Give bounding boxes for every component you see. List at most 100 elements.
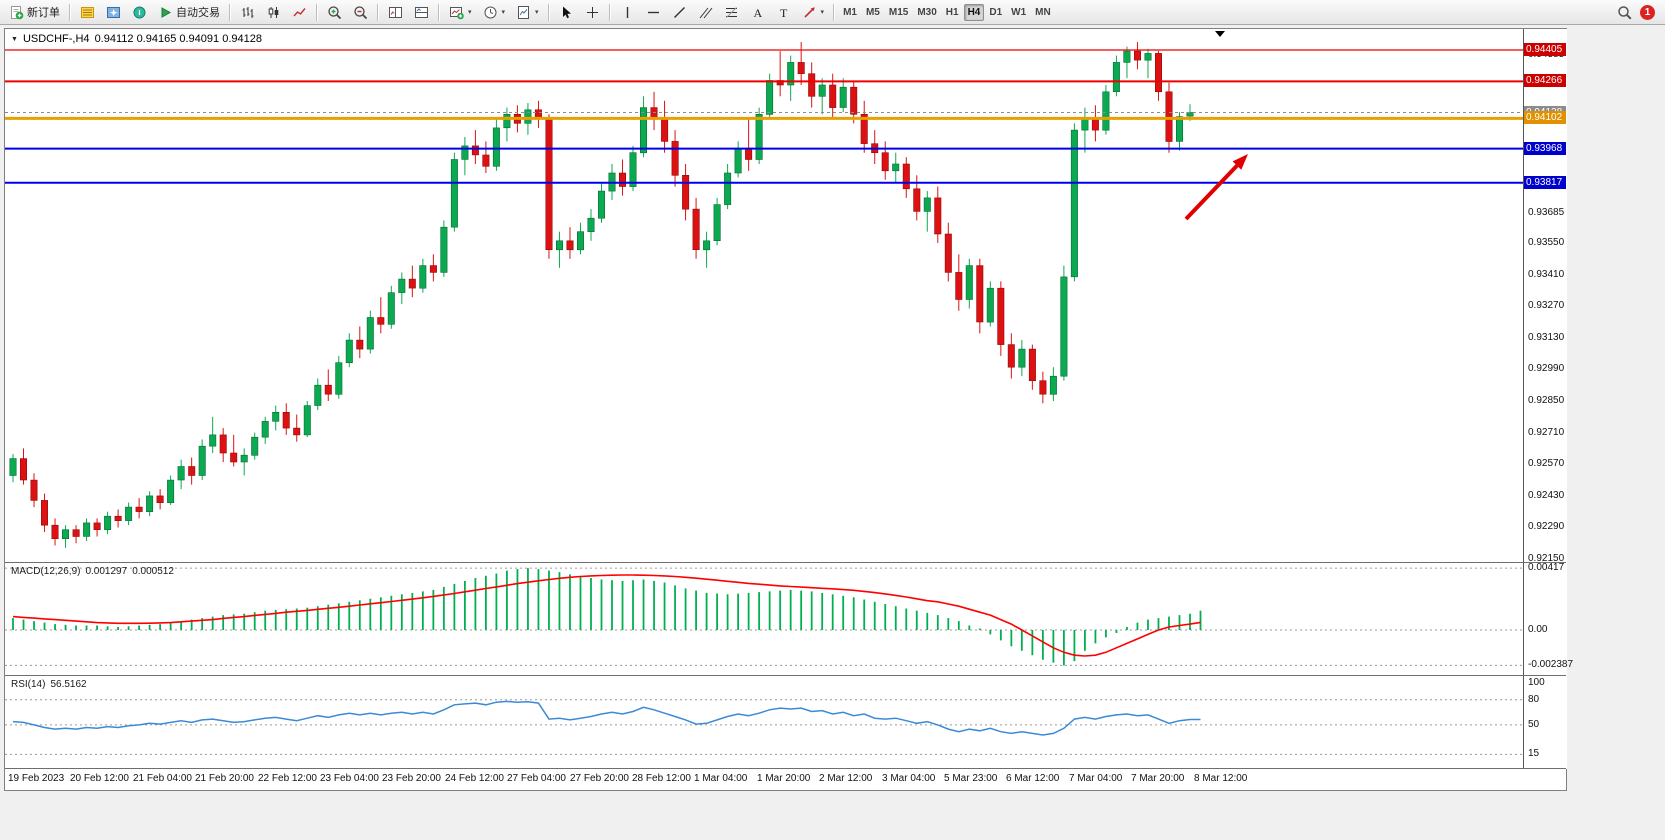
toolbar-separator [229,3,231,21]
macd-axis-tick: 0.00 [1528,624,1548,635]
channel-button[interactable] [693,2,718,22]
timeframe-w1-button[interactable]: W1 [1011,6,1027,18]
rsi-axis-tick: 100 [1528,677,1545,688]
templates-button[interactable]: ▾ [511,2,544,22]
toolbar-separator [438,3,440,21]
crosshair-button[interactable] [580,2,605,22]
timeframe-m1-button[interactable]: M1 [843,6,857,18]
price-tick: 0.92570 [1528,458,1565,469]
arrow-annotation[interactable] [1184,154,1248,221]
price-level-badge: 0.94405 [1524,43,1566,56]
main-toolbar: 新订单 自动交易 ▾ ▾ ▾ A T ▾ M1 M5 M15 M30 H1 H4 D1 W1 MN 1 [0,0,1665,25]
toolbar-separator [316,3,318,21]
panel-separator[interactable] [5,675,1566,676]
candlestick-chart-button[interactable] [261,2,286,22]
panel-separator [5,768,1566,769]
time-tick: 19 Feb 2023 [8,773,65,784]
zoom-in-button[interactable] [322,2,347,22]
search-button[interactable] [1612,2,1637,22]
shapes-button[interactable]: ▾ [797,2,830,22]
chart-collapse-icon[interactable]: ▼ [11,35,18,43]
rsi-indicator-label: RSI(14) 56.5162 [11,679,87,690]
timeframe-d1-button[interactable]: D1 [989,6,1003,18]
autotrading-button-label: 自动交易 [176,7,220,19]
zoom-out-icon [353,5,368,20]
rsi-value: 56.5162 [50,679,87,690]
toolbar-separator [608,3,611,21]
horizontal-line-button[interactable] [641,2,666,22]
rsi-axis-tick: 50 [1528,719,1540,730]
label-icon: T [776,5,791,20]
candlestick-chart-icon [266,5,281,20]
chart-window[interactable]: ▼ USDCHF-,H4 0.94112 0.94165 0.94091 0.9… [4,28,1573,791]
chart-shift-marker-icon[interactable] [1215,31,1225,37]
zoom-in-icon [327,5,342,20]
price-tick: 0.92290 [1528,521,1565,532]
vertical-line-button[interactable] [615,2,640,22]
cursor-icon [559,5,574,20]
price-tick: 0.93410 [1528,269,1565,280]
crosshair-icon [585,5,600,20]
autotrading-button[interactable]: 自动交易 [153,2,225,22]
notification-badge[interactable]: 1 [1640,4,1655,20]
label-button[interactable]: T [771,2,796,22]
timeframe-m5-button[interactable]: M5 [865,6,880,18]
auto-arrange-button[interactable] [409,2,434,22]
price-tick: 0.92430 [1528,490,1565,501]
bar-chart-icon [240,5,255,20]
fibonacci-button[interactable] [719,2,744,22]
macd-axis-tick: 0.00417 [1528,562,1565,573]
toolbar-separator [69,3,71,21]
cursor-button[interactable] [554,2,579,22]
chart-canvas[interactable] [5,29,1523,769]
tile-windows-button[interactable] [383,2,408,22]
panel-separator[interactable] [5,562,1566,563]
price-tick: 0.92150 [1528,553,1565,564]
data-window-icon [132,5,147,20]
auto-arrange-icon [414,5,429,20]
price-level-badge: 0.94102 [1524,111,1566,124]
macd-value-signal: 0.000512 [132,566,174,577]
profiles-button[interactable]: ▾ [478,2,511,22]
time-tick: 23 Feb 20:00 [382,773,441,784]
toolbar-separator [377,3,379,21]
timeframe-h4-button[interactable]: H4 [963,3,985,21]
horizontal-line-icon [646,5,661,20]
price-tick: 0.93130 [1528,332,1565,343]
time-tick: 22 Feb 12:00 [258,773,317,784]
autotrading-icon [158,5,173,20]
text-button[interactable]: A [745,2,770,22]
new-chart-button[interactable]: ▾ [444,2,477,22]
timeframe-m30-button[interactable]: M30 [917,6,937,18]
rsi-axis-tick: 80 [1528,694,1540,705]
rsi-line [12,700,1201,736]
time-tick: 6 Mar 12:00 [1006,773,1060,784]
market-watch-icon [80,5,95,20]
search-icon [1617,5,1632,20]
trendline-button[interactable] [667,2,692,22]
data-window-button[interactable] [127,2,152,22]
shapes-icon [802,5,817,20]
navigator-button[interactable] [101,2,126,22]
bar-chart-button[interactable] [235,2,260,22]
time-tick: 1 Mar 04:00 [694,773,748,784]
market-watch-button[interactable] [75,2,100,22]
new-order-button[interactable]: 新订单 [4,2,65,22]
time-tick: 2 Mar 12:00 [819,773,873,784]
time-tick: 23 Feb 04:00 [320,773,379,784]
timeframe-mn-button[interactable]: MN [1035,6,1051,18]
timeframe-m15-button[interactable]: M15 [888,6,909,18]
time-tick: 3 Mar 04:00 [882,773,936,784]
time-tick: 1 Mar 20:00 [757,773,811,784]
timeframe-h1-button[interactable]: H1 [945,6,959,18]
price-tick: 0.92850 [1528,395,1565,406]
zoom-out-button[interactable] [348,2,373,22]
time-tick: 24 Feb 12:00 [445,773,504,784]
time-tick: 27 Feb 20:00 [570,773,629,784]
line-chart-button[interactable] [287,2,312,22]
text-icon: A [750,5,765,20]
time-tick: 20 Feb 12:00 [70,773,129,784]
fibonacci-icon [724,5,739,20]
chevron-down-icon: ▾ [535,9,539,16]
macd-value-main: 0.001297 [85,566,128,577]
